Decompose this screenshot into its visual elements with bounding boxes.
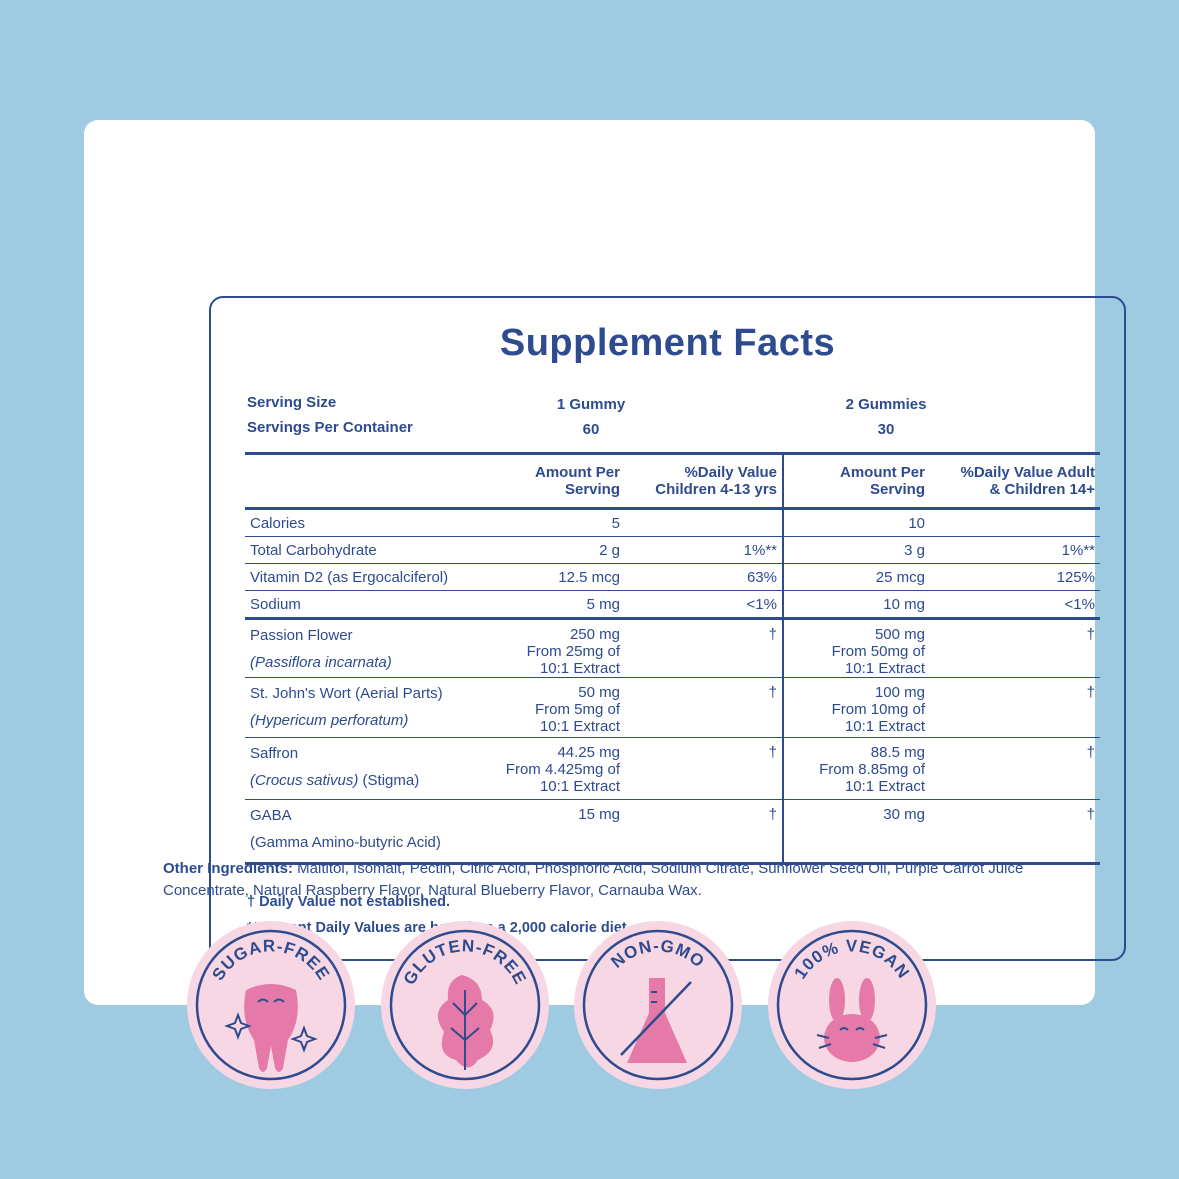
ingredient-name: GABA (Gamma Amino-butyric Acid) (245, 799, 495, 865)
dv-adult: † (930, 799, 1100, 865)
amount-line: 44.25 mg (557, 744, 620, 761)
amount-line: From 10mg of (831, 701, 925, 718)
nutrient-name: Vitamin D2 (as Ergocalciferol) (245, 563, 495, 591)
ingredient-name: St. John's Wort (Aerial Parts) (Hypericum… (245, 677, 495, 738)
amount-line: From 8.85mg of (819, 761, 925, 778)
amount-adult: 500 mg From 50mg of 10:1 Extract (782, 617, 930, 678)
amount-line: 15 mg (578, 806, 620, 823)
dv-child: † (625, 737, 783, 800)
amount-adult: 100 mg From 10mg of 10:1 Extract (782, 677, 930, 738)
dv-adult: † (930, 677, 1100, 738)
amount-adult: 30 mg (782, 799, 930, 865)
table-row: Vitamin D2 (as Ergocalciferol) 12.5 mcg … (245, 563, 1100, 591)
table-row: Saffron (Crocus sativus) (Stigma) 44.25 m… (245, 737, 1100, 800)
badge-sugar-free: SUGAR-FREE (187, 921, 355, 1089)
amount-child: 2 g (495, 536, 625, 564)
amount-line: From 5mg of (534, 701, 620, 718)
servings-child: 60 (582, 421, 600, 438)
dv-adult: † (930, 737, 1100, 800)
dv-child: † (625, 677, 783, 738)
badge-gluten-free: GLUTEN-FREE (381, 921, 549, 1089)
table-header-row: Amount Per Serving %Daily Value Children 4… (245, 452, 1100, 509)
amount-adult: 10 mg (782, 590, 930, 619)
header-dv-adult: %Daily Value Adult & Children 14+ (930, 452, 1100, 509)
tooth-icon (224, 984, 318, 1072)
ingredient-name: Saffron (Crocus sativus) (Stigma) (245, 737, 495, 800)
dv-adult: † (930, 617, 1100, 678)
nutrient-name: Total Carbohydrate (245, 536, 495, 564)
amount-adult: 25 mcg (782, 563, 930, 591)
servings-adult: 30 (877, 421, 895, 438)
amount-line: 500 mg (874, 626, 925, 643)
servings-per-container-label: Servings Per Container (247, 419, 413, 436)
other-ingredients-label: Other Ingredients: (163, 860, 294, 877)
amount-adult: 3 g (782, 536, 930, 564)
amount-line: 88.5 mg (870, 744, 925, 761)
nutrient-name: Calories (245, 507, 495, 537)
dv-child (625, 507, 783, 537)
amount-line: From 25mg of (526, 643, 620, 660)
table-row: Sodium 5 mg <1% 10 mg <1% (245, 590, 1100, 619)
table-row: Calories 5 10 (245, 507, 1100, 537)
badge-non-gmo: NON-GMO (574, 921, 742, 1089)
table-row: GABA (Gamma Amino-butyric Acid) 15 mg † 3… (245, 799, 1100, 865)
ingredient-name: Passion Flower (Passiflora incarnata) (245, 617, 495, 678)
crossed-flask-icon (620, 978, 692, 1063)
amount-line: 100 mg (874, 684, 925, 701)
amount-line: 10:1 Extract (844, 778, 925, 795)
header-dv-child: %Daily Value Children 4-13 yrs (625, 452, 783, 509)
supplement-facts-panel: Supplement Facts Serving Size Servings P… (209, 296, 1126, 961)
amount-line: 10:1 Extract (539, 660, 620, 677)
dv-child: <1% (625, 590, 783, 619)
header-amount-child: Amount Per Serving (495, 452, 625, 509)
amount-child: 15 mg (495, 799, 625, 865)
amount-line: 10:1 Extract (539, 718, 620, 735)
other-ingredients-text: Maltitol, Isomalt, Pectin, Citric Acid, … (163, 860, 1024, 899)
leaf-icon (437, 975, 494, 1070)
amount-line: From 50mg of (831, 643, 925, 660)
page-title: Supplement Facts (499, 322, 836, 364)
dv-child: † (625, 617, 783, 678)
amount-child: 12.5 mcg (495, 563, 625, 591)
dv-child: 63% (625, 563, 783, 591)
amount-line: 10:1 Extract (844, 660, 925, 677)
serving-size-adult: 2 Gummies (845, 396, 927, 413)
nutrient-name: Sodium (245, 590, 495, 619)
amount-child: 5 mg (495, 590, 625, 619)
amount-adult: 88.5 mg From 8.85mg of 10:1 Extract (782, 737, 930, 800)
amount-child: 5 (495, 507, 625, 537)
header-amount-adult: Amount Per Serving (782, 452, 930, 509)
amount-line: 30 mg (883, 806, 925, 823)
other-ingredients: Other Ingredients: Maltitol, Isomalt, Pe… (163, 858, 1043, 902)
table-row: St. John's Wort (Aerial Parts) (Hypericum… (245, 677, 1100, 738)
amount-adult: 10 (782, 507, 930, 537)
amount-child: 50 mg From 5mg of 10:1 Extract (495, 677, 625, 738)
dv-adult: <1% (930, 590, 1100, 619)
amount-line: 250 mg (569, 626, 620, 643)
dv-adult (930, 507, 1100, 537)
amount-line: 50 mg (578, 684, 620, 701)
table-row: Total Carbohydrate 2 g 1%** 3 g 1%** (245, 536, 1100, 564)
footnote-dagger: † Daily Value not established. (247, 894, 451, 910)
dv-adult: 1%** (930, 536, 1100, 564)
dv-adult: 125% (930, 563, 1100, 591)
badge-100-vegan: 100% VEGAN (768, 921, 936, 1089)
amount-line: From 4.425mg of (505, 761, 620, 778)
amount-child: 250 mg From 25mg of 10:1 Extract (495, 617, 625, 678)
label-card: Supplement Facts Serving Size Servings P… (84, 120, 1126, 1005)
amount-line: 10:1 Extract (539, 778, 620, 795)
facts-table: Amount Per Serving %Daily Value Children 4… (245, 452, 1100, 865)
amount-line: 10:1 Extract (844, 718, 925, 735)
amount-child: 44.25 mg From 4.425mg of 10:1 Extract (495, 737, 625, 800)
serving-size-label: Serving Size (247, 394, 337, 411)
serving-size-child: 1 Gummy (556, 396, 626, 413)
table-row: Passion Flower (Passiflora incarnata) 250… (245, 617, 1100, 678)
dv-child: † (625, 799, 783, 865)
dv-child: 1%** (625, 536, 783, 564)
bunny-icon (816, 978, 888, 1062)
